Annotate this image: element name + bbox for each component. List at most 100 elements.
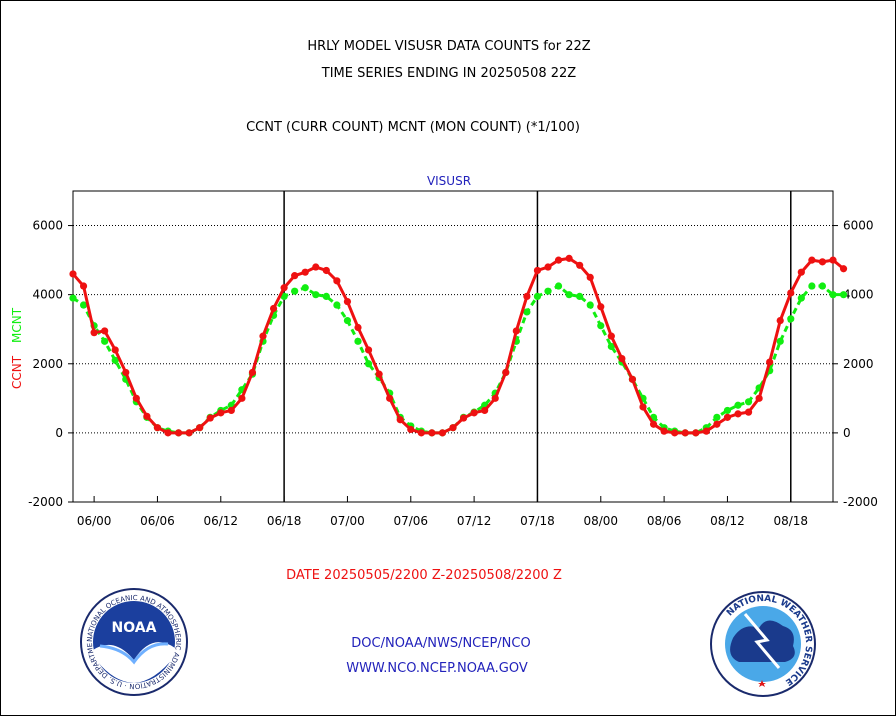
data-point-ccnt	[312, 263, 320, 271]
x-tick-label: 07/12	[457, 514, 492, 528]
data-point-ccnt	[227, 406, 235, 415]
data-point-ccnt	[512, 327, 520, 335]
data-point-ccnt	[143, 412, 151, 420]
series-mcnt	[69, 282, 848, 437]
data-point-mcnt	[576, 292, 584, 300]
data-point-ccnt	[185, 429, 193, 437]
data-point-mcnt	[544, 287, 552, 295]
data-point-ccnt	[428, 429, 436, 437]
data-point-ccnt	[90, 329, 98, 337]
y-tick-label: -2000	[28, 495, 63, 509]
data-point-ccnt	[122, 368, 130, 377]
data-point-ccnt	[217, 409, 225, 417]
data-point-ccnt	[111, 346, 119, 354]
panel-label: VISUSR	[427, 174, 471, 188]
data-point-ccnt	[196, 424, 204, 432]
series-description: CCNT (CURR COUNT) MCNT (MON COUNT) (*1/1…	[246, 120, 580, 135]
data-point-mcnt	[312, 291, 320, 299]
data-point-ccnt	[618, 354, 626, 363]
data-point-ccnt	[333, 277, 341, 285]
x-tick-label: 08/12	[710, 514, 745, 528]
data-point-ccnt	[660, 427, 668, 435]
data-point-ccnt	[101, 327, 109, 335]
x-tick-label: 06/12	[203, 514, 238, 528]
data-point-mcnt	[839, 291, 848, 299]
x-axis-ticks: 06/00 06/06 06/12 06/18 07/00 07/06 07/12 07/18…	[77, 496, 808, 528]
data-point-ccnt	[459, 414, 468, 422]
footer-agency: DOC/NOAA/NWS/NCEP/NCO	[351, 636, 530, 651]
x-tick-label: 08/18	[773, 514, 808, 528]
data-point-ccnt	[291, 272, 299, 280]
chart-title: HRLY MODEL VISUSR DATA COUNTS for 22Z	[307, 39, 591, 54]
data-point-ccnt	[565, 254, 573, 262]
data-point-ccnt	[628, 375, 637, 383]
data-point-mcnt	[554, 282, 563, 290]
data-point-ccnt	[491, 394, 499, 402]
y-tick-label: 0	[55, 426, 63, 440]
data-point-ccnt	[671, 429, 679, 437]
data-point-ccnt	[702, 427, 710, 435]
data-point-mcnt	[808, 282, 816, 290]
x-tick-label: 08/06	[647, 514, 682, 528]
data-point-ccnt	[755, 394, 763, 402]
data-point-ccnt	[766, 358, 774, 366]
y-tick-label: 4000	[32, 288, 63, 302]
y-tick-label-right: 0	[843, 426, 851, 440]
noaa-logo: NOAA NATIONAL OCEANIC AND ATMOSPHERIC AD…	[80, 588, 188, 696]
data-point-ccnt	[269, 304, 278, 313]
data-point-mcnt	[79, 301, 88, 309]
noaa-logo-text: NOAA	[112, 620, 157, 636]
y-tick-label-right: 2000	[843, 357, 874, 371]
data-point-ccnt	[238, 394, 246, 402]
data-point-ccnt	[723, 413, 732, 421]
data-point-mcnt	[364, 360, 373, 368]
data-point-mcnt	[111, 356, 119, 364]
data-point-ccnt	[322, 266, 330, 275]
data-point-ccnt	[787, 289, 795, 297]
data-point-ccnt	[174, 429, 183, 437]
nws-star-icon	[758, 680, 766, 687]
data-point-mcnt	[343, 316, 352, 325]
data-point-mcnt	[291, 287, 299, 295]
series-ccnt	[69, 254, 848, 437]
data-point-mcnt	[69, 294, 77, 302]
data-point-ccnt	[248, 368, 257, 377]
data-point-ccnt	[607, 332, 615, 340]
data-point-ccnt	[544, 263, 552, 271]
data-point-ccnt	[576, 261, 584, 269]
date-range-label: DATE 20250505/2200 Z-20250508/2200 Z	[286, 568, 562, 583]
data-point-ccnt	[554, 256, 563, 264]
data-point-ccnt	[407, 425, 415, 434]
y-tick-label-right: 4000	[843, 288, 874, 302]
data-point-mcnt	[734, 401, 742, 409]
data-point-ccnt	[343, 297, 352, 306]
data-point-mcnt	[101, 337, 109, 345]
data-point-ccnt	[164, 429, 172, 437]
data-point-ccnt	[502, 368, 510, 377]
y-axis-label-mcnt: MCNT	[10, 307, 24, 343]
data-point-mcnt	[723, 406, 732, 415]
data-point-ccnt	[386, 394, 394, 402]
data-point-ccnt	[206, 414, 214, 422]
data-point-ccnt	[649, 420, 658, 428]
data-point-mcnt	[776, 337, 784, 345]
series-layer	[69, 254, 848, 437]
data-point-ccnt	[259, 332, 267, 340]
footer-website: WWW.NCO.NCEP.NOAA.GOV	[346, 661, 528, 676]
x-tick-label: 06/06	[140, 514, 175, 528]
data-point-ccnt	[417, 429, 425, 437]
data-point-mcnt	[829, 291, 837, 299]
data-point-ccnt	[449, 424, 457, 432]
day-boundary-lines	[283, 191, 792, 502]
data-point-ccnt	[734, 410, 742, 418]
x-tick-label: 08/00	[583, 514, 618, 528]
data-point-mcnt	[301, 284, 309, 292]
data-point-ccnt	[132, 394, 140, 402]
y-tick-label-right: -2000	[843, 495, 878, 509]
data-point-ccnt	[713, 420, 721, 428]
y-axis-label-ccnt: CCNT	[10, 355, 24, 389]
data-point-mcnt	[597, 322, 605, 330]
data-point-mcnt	[565, 291, 573, 299]
data-point-ccnt	[301, 268, 309, 276]
